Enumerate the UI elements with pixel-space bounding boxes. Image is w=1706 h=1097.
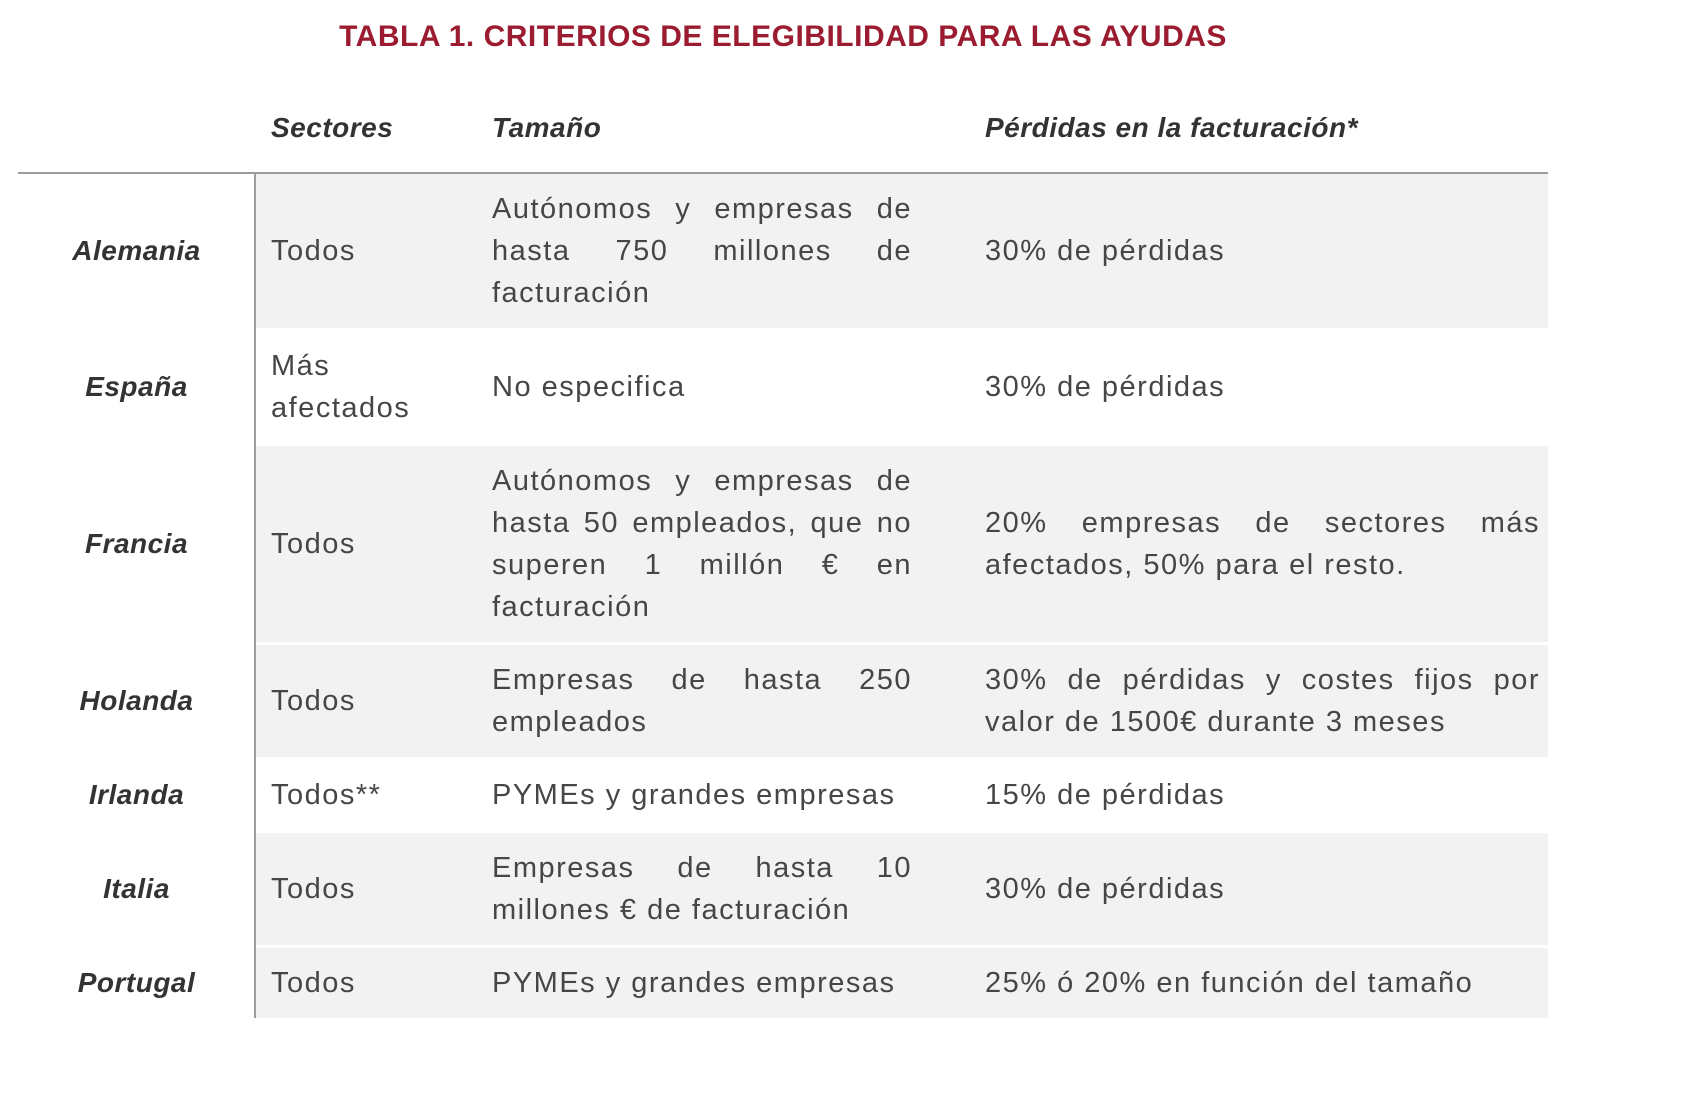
perdidas-cell: 20% empresas de sectores más afectados, … (969, 446, 1548, 642)
page-title: TABLA 1. CRITERIOS DE ELEGIBILIDAD PARA … (339, 20, 1227, 53)
tamano-cell: Autónomos y empresas de hasta 50 emplead… (476, 446, 969, 642)
eligibility-table: Sectores Tamaño Pérdidas en la facturaci… (18, 112, 1706, 1018)
column-header-sectores: Sectores (271, 112, 394, 143)
sectores-cell: Todos** (271, 779, 382, 811)
sectores-cell: Todos (255, 174, 476, 328)
table-row-italia: Italia Todos Empresas de hasta 10 millon… (18, 833, 1548, 945)
tamano-cell: Autónomos y empresas de hasta 750 millon… (476, 174, 969, 328)
perdidas-cell: 30% de pérdidas (985, 371, 1226, 403)
table-body: Alemania Todos Autónomos y empresas de h… (18, 172, 1548, 1018)
table-row-portugal: Portugal Todos PYMEs y grandes empresas … (18, 948, 1548, 1018)
country-column-spacer (18, 144, 255, 172)
table-row-francia: Francia Todos Autónomos y empresas de ha… (18, 446, 1548, 642)
sectores-cell: Todos (255, 645, 476, 757)
sectores-cell: Más afectados (271, 350, 411, 424)
column-header-perdidas: Pérdidas en la facturación* (985, 112, 1358, 143)
tamano-cell: Empresas de hasta 10 millones € de factu… (476, 833, 969, 945)
table-header-row: Sectores Tamaño Pérdidas en la facturaci… (18, 112, 1548, 172)
perdidas-cell: 30% de pérdidas y costes fijos por valor… (969, 645, 1548, 757)
perdidas-cell: 30% de pérdidas (969, 833, 1548, 945)
tamano-cell: PYMEs y grandes empresas (492, 779, 896, 811)
table-row-alemania: Alemania Todos Autónomos y empresas de h… (18, 174, 1548, 328)
tamano-cell: PYMEs y grandes empresas (476, 948, 969, 1018)
table-row-espana: España Más afectados No especifica 30% d… (18, 331, 1548, 443)
sectores-cell: Todos (255, 948, 476, 1018)
table-row-irlanda: Irlanda Todos** PYMEs y grandes empresas… (18, 760, 1548, 830)
tamano-cell: No especifica (492, 371, 686, 403)
country-label: Holanda (18, 645, 255, 757)
country-label: España (18, 331, 255, 443)
country-label: Alemania (18, 174, 255, 328)
perdidas-cell: 25% ó 20% en función del tamaño (969, 948, 1548, 1018)
country-label: Irlanda (18, 760, 255, 830)
tamano-cell: Empresas de hasta 250 empleados (476, 645, 969, 757)
country-label: Francia (18, 446, 255, 642)
column-header-tamano: Tamaño (492, 112, 602, 143)
table-row-holanda: Holanda Todos Empresas de hasta 250 empl… (18, 645, 1548, 757)
country-label: Portugal (18, 948, 255, 1018)
sectores-cell: Todos (255, 833, 476, 945)
country-label: Italia (18, 833, 255, 945)
perdidas-cell: 15% de pérdidas (985, 779, 1226, 811)
sectores-cell: Todos (255, 446, 476, 642)
perdidas-cell: 30% de pérdidas (969, 174, 1548, 328)
